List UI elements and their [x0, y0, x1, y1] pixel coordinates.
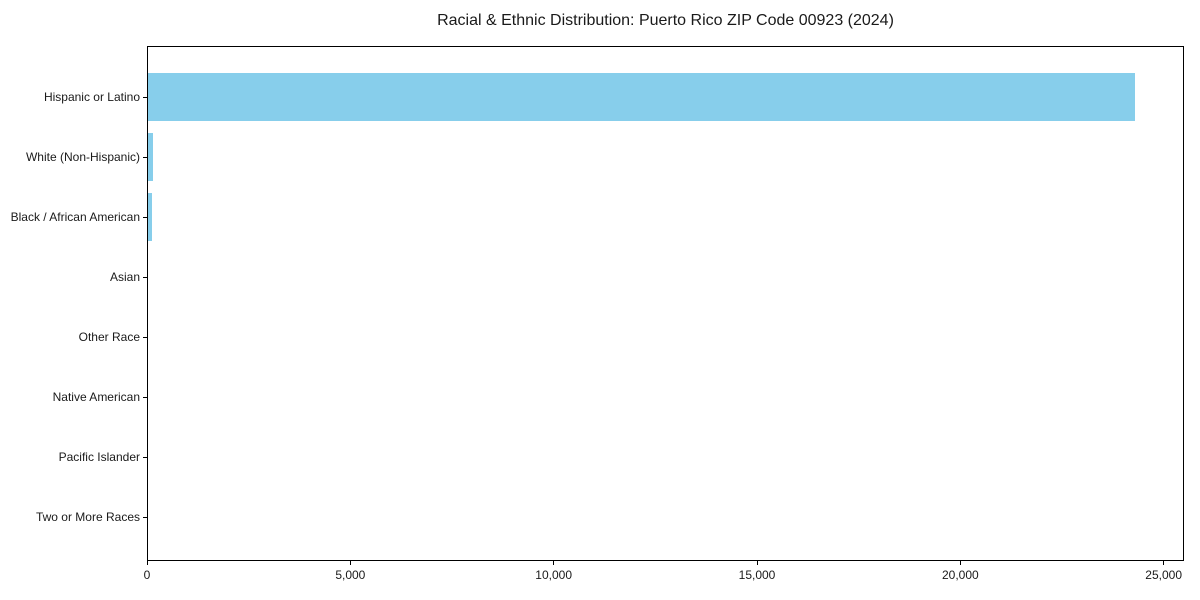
bar-hispanic-or-latino	[147, 73, 1136, 121]
y-tick-mark	[143, 97, 147, 98]
y-tick-label-native-american: Native American	[52, 390, 140, 404]
y-tick-label-hispanic-or-latino: Hispanic or Latino	[43, 90, 140, 104]
bar-white-non-hispanic	[147, 133, 154, 181]
x-tick-label-0: 0	[143, 568, 151, 582]
y-tick-mark	[143, 457, 147, 458]
x-tick-label-20-000: 20,000	[941, 568, 979, 582]
x-tick-label-15-000: 15,000	[738, 568, 776, 582]
x-tick-label-5-000: 5,000	[335, 568, 366, 582]
plot-area	[147, 46, 1184, 561]
y-tick-label-asian: Asian	[109, 270, 140, 284]
y-tick-label-white-non-hispanic: White (Non-Hispanic)	[25, 150, 140, 164]
y-tick-label-other-race: Other Race	[78, 330, 140, 344]
x-tick-mark	[959, 561, 961, 565]
x-tick-mark	[1163, 561, 1165, 565]
y-tick-label-two-or-more-races: Two or More Races	[35, 510, 140, 524]
y-tick-mark	[143, 337, 147, 338]
y-tick-mark	[143, 157, 147, 158]
x-tick-label-25-000: 25,000	[1145, 568, 1182, 582]
chart-title: Racial & Ethnic Distribution: Puerto Ric…	[437, 12, 894, 29]
y-tick-label-pacific-islander: Pacific Islander	[58, 450, 140, 464]
bar-asian	[147, 253, 149, 301]
y-tick-mark	[143, 277, 147, 278]
x-tick-mark	[756, 561, 758, 565]
x-tick-label-10-000: 10,000	[535, 568, 572, 582]
x-tick-mark	[349, 561, 351, 565]
x-tick-mark	[553, 561, 555, 565]
bar-black-african-american	[147, 193, 152, 241]
x-tick-mark	[146, 561, 148, 565]
y-tick-mark	[143, 217, 147, 218]
y-tick-label-black-african-american: Black / African American	[10, 210, 140, 224]
y-tick-mark	[143, 517, 147, 518]
y-tick-mark	[143, 397, 147, 398]
